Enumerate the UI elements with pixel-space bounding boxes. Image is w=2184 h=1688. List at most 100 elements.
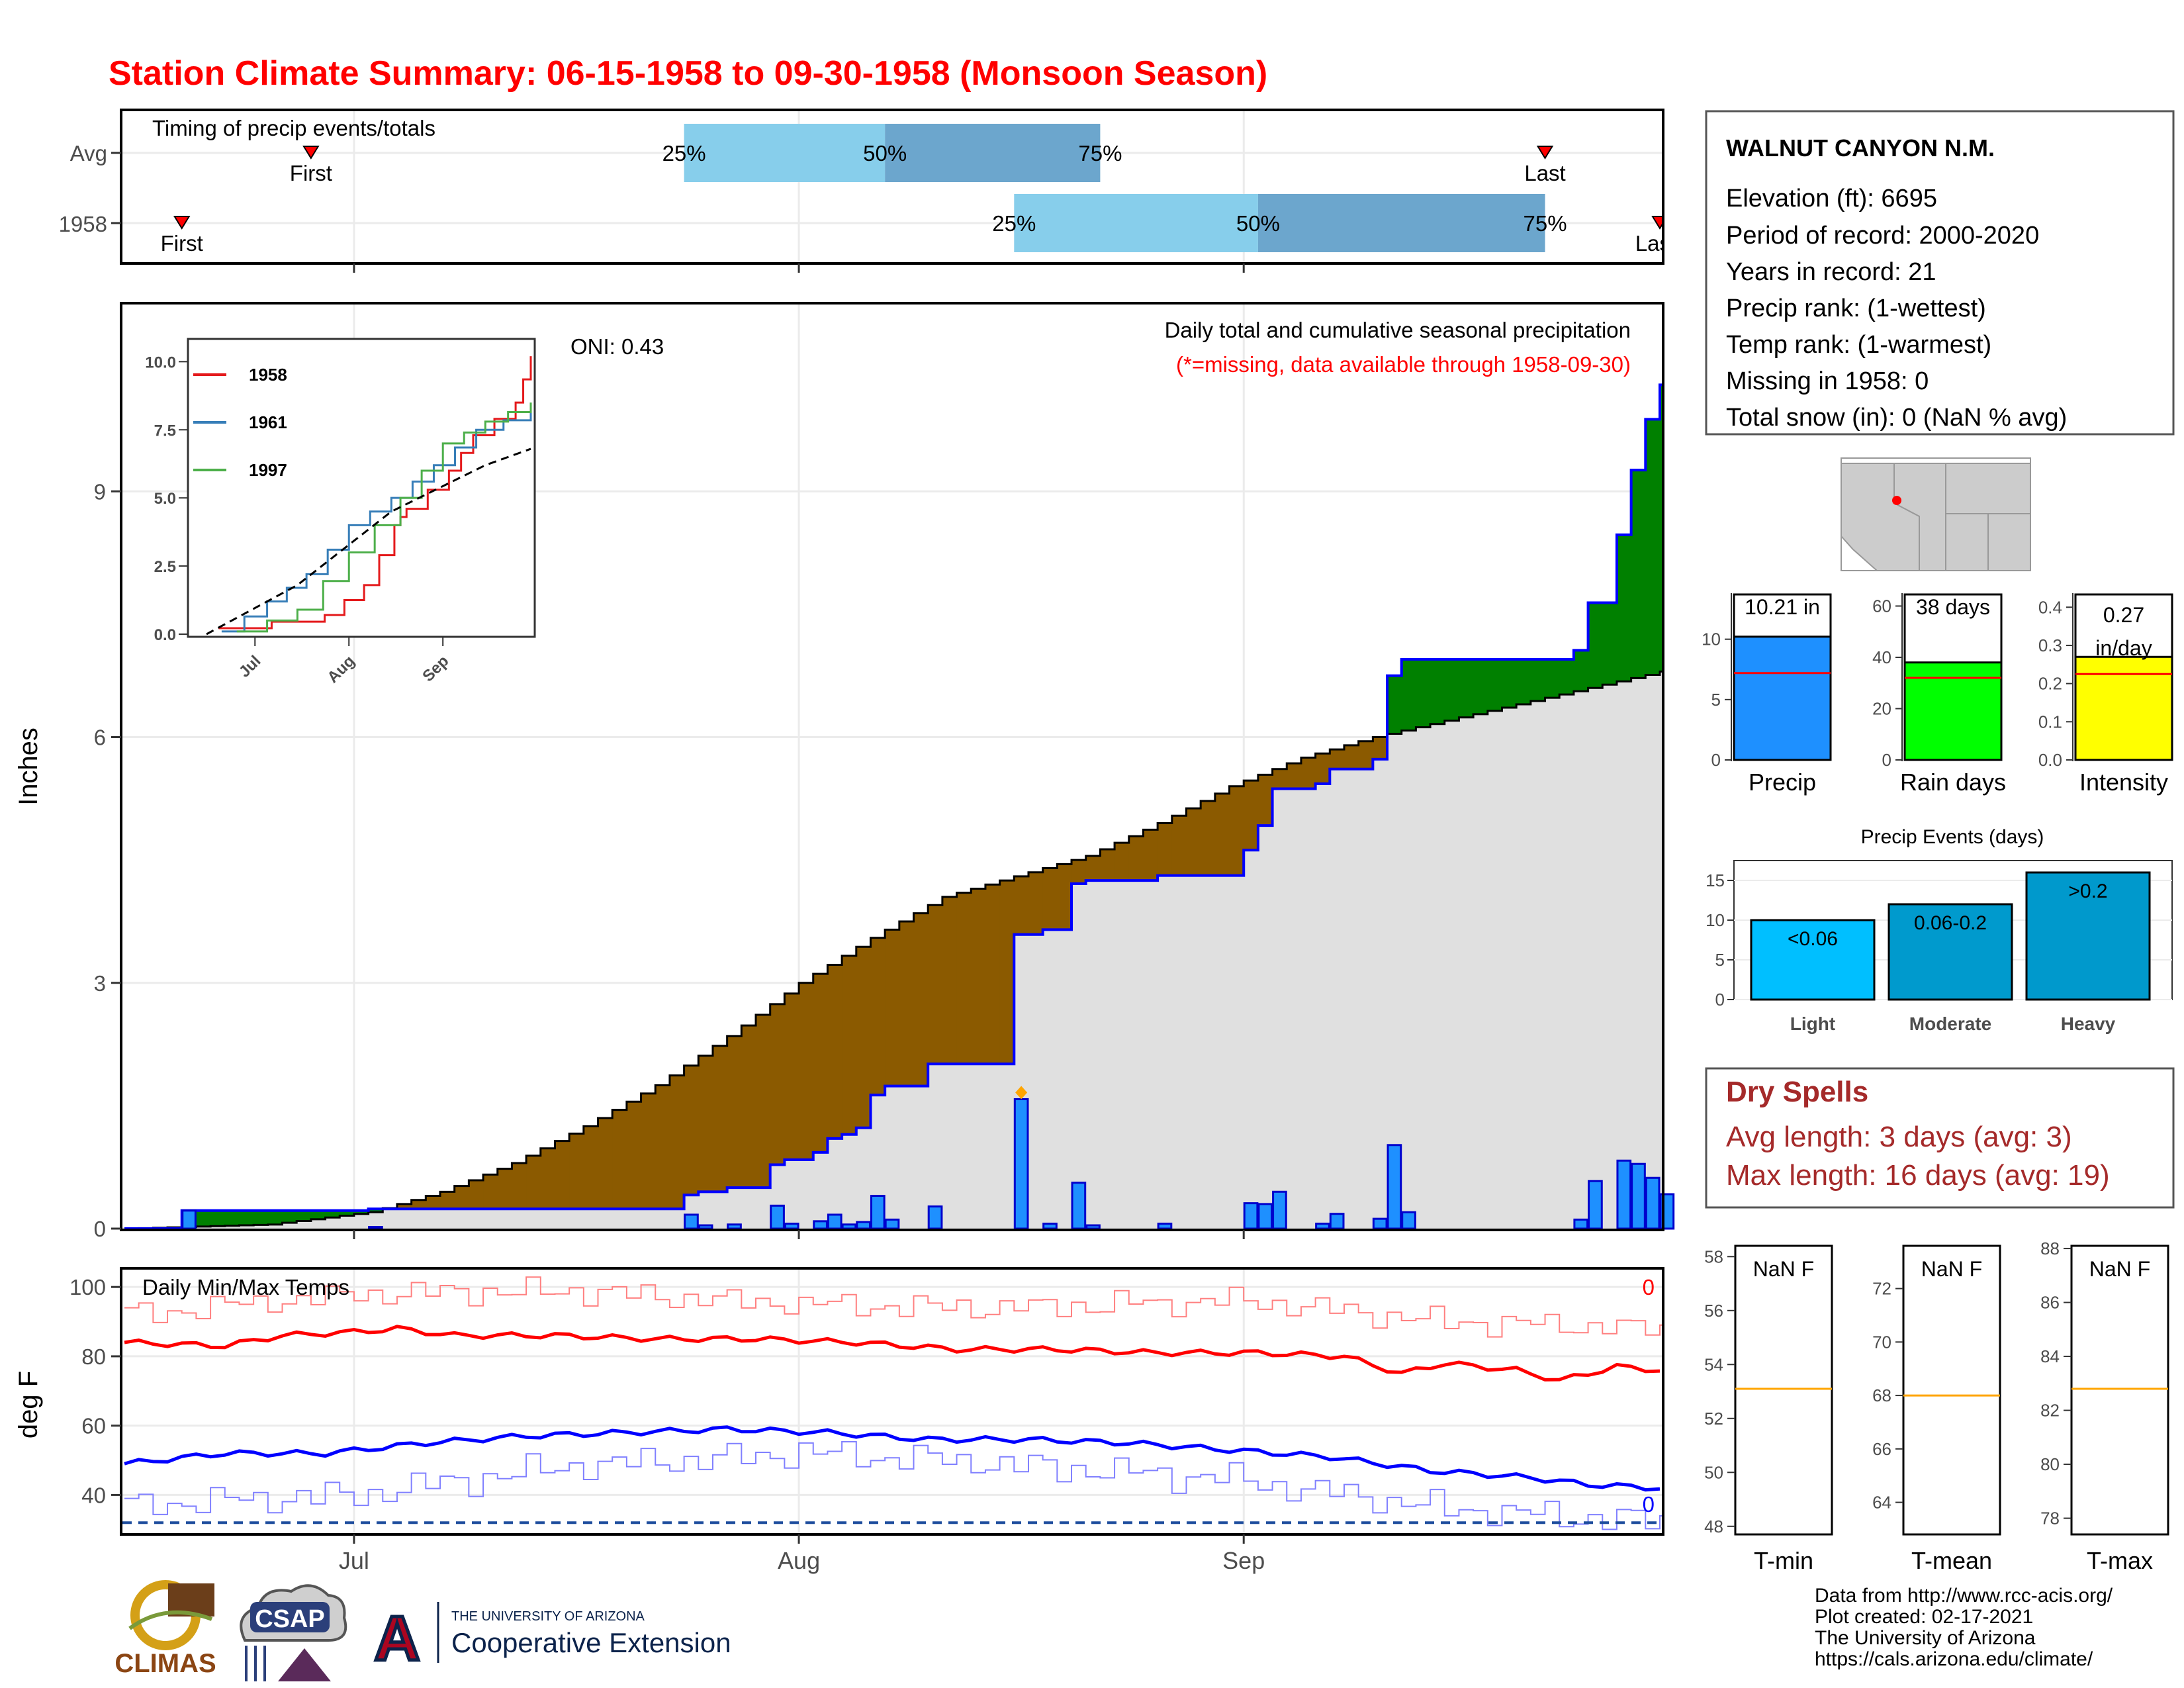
temp-box-ytick-label: 88 <box>2040 1239 2060 1258</box>
x-axis-label-aug: Aug <box>778 1547 820 1574</box>
station-box: WALNUT CANYON N.M. Elevation (ft): 6695 … <box>1705 110 2175 436</box>
station-missing: Missing in 1958: 0 <box>1726 367 1929 395</box>
inset-ytick-label: 7.5 <box>154 422 176 440</box>
timing-frame <box>120 109 1664 265</box>
below-average-fill <box>1014 876 1029 935</box>
below-average-fill <box>1287 763 1302 789</box>
quartile-50-label: 50% <box>1236 211 1280 236</box>
above-average-fill <box>1502 659 1517 708</box>
above-average-fill <box>1559 659 1574 695</box>
above-average-fill <box>325 1210 340 1218</box>
events-category-heavy: Heavy <box>2061 1013 2116 1034</box>
summary-value-unit: in/day <box>2095 636 2152 660</box>
below-average-fill <box>426 1196 441 1209</box>
below-average-fill <box>727 1036 742 1188</box>
quartile-50-75-bar <box>885 124 1101 182</box>
inset-series-avg <box>206 447 531 635</box>
events-bar-moderate <box>1888 903 2013 1001</box>
above-average-fill <box>1660 385 1662 672</box>
below-average-fill <box>540 1148 556 1209</box>
above-average-fill <box>353 1210 369 1214</box>
temp-box-ytick-label: 70 <box>1872 1332 1891 1352</box>
daily-precip-bar <box>1071 1182 1087 1230</box>
ua-extension: Cooperative Extension <box>451 1627 731 1658</box>
summary-ytick-label: 5 <box>1711 690 1721 710</box>
summary-ytick-label: 0.4 <box>2038 597 2062 617</box>
temp-box-ytick-label: 72 <box>1872 1279 1891 1299</box>
temp-box-frame <box>1734 1244 1833 1536</box>
station-snow: Total snow (in): 0 (NaN % avg) <box>1726 404 2067 432</box>
below-average-fill <box>956 892 972 1064</box>
below-average-fill <box>799 982 814 1160</box>
events-title: Precip Events (days) <box>1861 826 2044 848</box>
tmin-missing-count: 0 <box>1643 1492 1655 1517</box>
precip-ylabel: Inches <box>14 727 43 806</box>
quartile-25-label: 25% <box>662 141 706 165</box>
climas-logo: CLIMAS <box>114 1580 216 1678</box>
below-average-fill <box>1315 753 1330 784</box>
daily-precip-bar <box>1042 1223 1058 1230</box>
below-average-fill <box>899 921 915 1086</box>
inset-legend-label-1958: 1958 <box>249 365 287 385</box>
csap-logo-text: CSAP <box>255 1605 325 1633</box>
inset-ytick-label: 0.0 <box>154 626 176 644</box>
above-average-fill <box>196 1210 211 1227</box>
below-average-fill <box>971 888 986 1064</box>
daily-precip-bar <box>784 1223 799 1230</box>
daily-precip-bar <box>1387 1144 1402 1230</box>
summary-ytick-label: 0.2 <box>2038 674 2062 694</box>
daily-precip-bar <box>770 1204 785 1230</box>
climas-logo-text: CLIMAS <box>114 1649 216 1678</box>
temp-box-ytick-label: 66 <box>1872 1439 1891 1459</box>
university-of-arizona-logo: A THE UNIVERSITY OF ARIZONA Cooperative … <box>373 1602 731 1676</box>
below-average-fill <box>999 880 1015 1064</box>
above-average-fill <box>340 1210 355 1216</box>
first-event-label: First <box>290 161 332 185</box>
temp-box-ytick-label: 80 <box>2040 1454 2060 1474</box>
below-average-fill <box>497 1168 513 1209</box>
above-average-fill <box>1473 659 1488 714</box>
events-ytick-label: 15 <box>1706 870 1725 890</box>
below-average-fill <box>1128 836 1144 881</box>
events-bar-label: <0.06 <box>1788 928 1838 950</box>
above-average-fill <box>282 1210 297 1223</box>
below-average-fill <box>1085 855 1101 881</box>
temp-box-ytick-label: 50 <box>1704 1462 1723 1482</box>
temp-frame <box>120 1267 1664 1536</box>
below-average-fill <box>411 1199 426 1209</box>
dry-spells-max: Max length: 16 days (avg: 19) <box>1726 1159 2110 1192</box>
below-average-fill <box>698 1055 713 1192</box>
cumulative-area <box>124 385 1662 1229</box>
tmax-missing-count: 0 <box>1643 1275 1655 1299</box>
below-average-fill <box>1071 860 1087 884</box>
first-event-marker <box>302 146 320 160</box>
below-average-fill <box>598 1117 613 1209</box>
below-average-fill <box>1201 801 1216 876</box>
events-category-light: Light <box>1790 1013 1835 1034</box>
precip-ytick-label: 3 <box>94 971 106 996</box>
temp-box-ytick-label: 54 <box>1704 1354 1723 1374</box>
temp-box-ytick-label: 86 <box>2040 1293 2060 1313</box>
station-years: Years in record: 21 <box>1726 258 1936 286</box>
daily-precip-bar <box>1631 1162 1646 1230</box>
below-average-fill <box>669 1075 685 1209</box>
daily-precip-bar <box>698 1224 713 1230</box>
below-average-fill <box>454 1186 469 1209</box>
summary-value-label: 0.27 <box>2103 603 2144 627</box>
daily-precip-bar <box>684 1213 699 1230</box>
above-average-fill <box>1545 659 1560 698</box>
summary-name-label: Intensity <box>2079 769 2168 796</box>
temp-box-frame <box>1902 1244 2001 1536</box>
first-event-marker <box>173 216 191 230</box>
credit-institution: The University of Arizona <box>1815 1627 2036 1649</box>
temp-box-value: NaN F <box>1753 1257 1814 1281</box>
temp-ytick-label: 40 <box>81 1483 106 1507</box>
above-average-fill <box>1645 419 1661 675</box>
above-average-fill <box>267 1210 283 1225</box>
summary-value-label: 10.21 in <box>1745 595 1820 619</box>
above-average-fill <box>1487 659 1503 711</box>
temp-box-value: NaN F <box>1921 1257 1982 1281</box>
below-average-fill <box>1272 769 1287 789</box>
